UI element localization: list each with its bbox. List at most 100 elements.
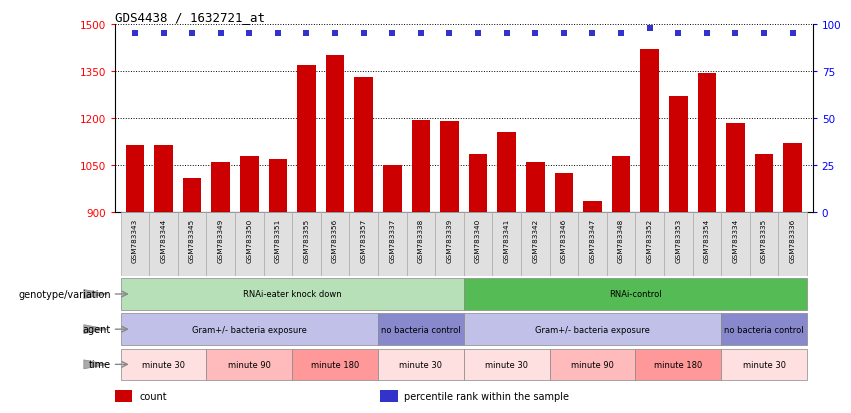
- Text: Gram+/- bacteria exposure: Gram+/- bacteria exposure: [191, 325, 306, 334]
- Text: GSM783350: GSM783350: [246, 218, 252, 262]
- Bar: [178, 213, 207, 277]
- Bar: [526, 163, 545, 213]
- Bar: [412, 120, 431, 213]
- Text: minute 30: minute 30: [399, 360, 443, 369]
- Bar: [292, 349, 378, 380]
- Bar: [464, 349, 550, 380]
- Text: minute 30: minute 30: [142, 360, 185, 369]
- Bar: [612, 157, 631, 213]
- Bar: [235, 213, 264, 277]
- Bar: [297, 66, 316, 213]
- Text: GSM783354: GSM783354: [704, 218, 710, 262]
- Text: minute 30: minute 30: [743, 360, 785, 369]
- Polygon shape: [83, 360, 107, 369]
- Bar: [755, 155, 774, 213]
- Text: GSM783336: GSM783336: [790, 218, 796, 262]
- Text: GSM783347: GSM783347: [590, 218, 596, 262]
- Bar: [578, 213, 607, 277]
- Bar: [440, 122, 459, 213]
- Text: GSM783348: GSM783348: [618, 218, 624, 262]
- Text: percentile rank within the sample: percentile rank within the sample: [404, 391, 569, 401]
- Bar: [469, 155, 488, 213]
- Bar: [464, 278, 807, 310]
- Text: GSM783349: GSM783349: [218, 218, 224, 262]
- Bar: [636, 213, 664, 277]
- Bar: [211, 163, 230, 213]
- Text: no bacteria control: no bacteria control: [381, 325, 460, 334]
- Bar: [550, 349, 636, 380]
- Text: GSM783357: GSM783357: [361, 218, 367, 262]
- Bar: [636, 349, 721, 380]
- Bar: [378, 213, 407, 277]
- Bar: [784, 144, 802, 213]
- Bar: [321, 213, 350, 277]
- Bar: [126, 145, 144, 213]
- Bar: [121, 213, 149, 277]
- Bar: [750, 213, 779, 277]
- Bar: [721, 213, 750, 277]
- Text: GDS4438 / 1632721_at: GDS4438 / 1632721_at: [115, 11, 265, 24]
- Bar: [669, 97, 688, 213]
- Text: GSM783337: GSM783337: [389, 218, 396, 262]
- Bar: [154, 145, 173, 213]
- Bar: [326, 56, 345, 213]
- Text: agent: agent: [83, 324, 111, 335]
- Bar: [641, 50, 659, 213]
- Bar: [121, 349, 207, 380]
- Text: GSM783340: GSM783340: [475, 218, 481, 262]
- Text: genotype/variation: genotype/variation: [18, 289, 111, 299]
- Bar: [383, 166, 402, 213]
- Text: minute 30: minute 30: [485, 360, 528, 369]
- Text: no bacteria control: no bacteria control: [724, 325, 804, 334]
- Text: GSM783341: GSM783341: [504, 218, 510, 262]
- Bar: [115, 390, 133, 402]
- Bar: [378, 349, 464, 380]
- Bar: [721, 349, 807, 380]
- Text: GSM783344: GSM783344: [161, 218, 167, 262]
- Bar: [698, 74, 717, 213]
- Bar: [183, 178, 202, 213]
- Bar: [269, 159, 287, 213]
- Text: GSM783335: GSM783335: [761, 218, 767, 262]
- Text: GSM783342: GSM783342: [532, 218, 539, 262]
- Bar: [779, 213, 807, 277]
- Bar: [207, 349, 292, 380]
- Bar: [240, 157, 259, 213]
- Text: RNAi-eater knock down: RNAi-eater knock down: [243, 290, 341, 299]
- Text: GSM783345: GSM783345: [189, 218, 195, 262]
- Bar: [380, 390, 397, 402]
- Polygon shape: [83, 290, 107, 299]
- Text: GSM783339: GSM783339: [447, 218, 453, 262]
- Bar: [555, 173, 574, 213]
- Bar: [350, 213, 378, 277]
- Text: GSM783352: GSM783352: [647, 218, 653, 262]
- Bar: [207, 213, 235, 277]
- Bar: [693, 213, 721, 277]
- Text: RNAi-control: RNAi-control: [609, 290, 662, 299]
- Bar: [435, 213, 464, 277]
- Bar: [354, 78, 373, 213]
- Bar: [721, 313, 807, 345]
- Bar: [264, 213, 292, 277]
- Bar: [583, 202, 602, 213]
- Bar: [521, 213, 550, 277]
- Bar: [121, 278, 464, 310]
- Bar: [292, 213, 321, 277]
- Bar: [664, 213, 693, 277]
- Text: time: time: [89, 359, 111, 370]
- Bar: [407, 213, 435, 277]
- Text: GSM783346: GSM783346: [561, 218, 567, 262]
- Polygon shape: [83, 325, 107, 334]
- Bar: [726, 123, 745, 213]
- Text: minute 90: minute 90: [228, 360, 271, 369]
- Bar: [607, 213, 636, 277]
- Bar: [464, 213, 493, 277]
- Text: GSM783343: GSM783343: [132, 218, 138, 262]
- Text: minute 180: minute 180: [654, 360, 702, 369]
- Bar: [378, 313, 464, 345]
- Bar: [149, 213, 178, 277]
- Text: Gram+/- bacteria exposure: Gram+/- bacteria exposure: [535, 325, 650, 334]
- Text: GSM783351: GSM783351: [275, 218, 281, 262]
- Text: GSM783355: GSM783355: [304, 218, 310, 262]
- Text: GSM783338: GSM783338: [418, 218, 424, 262]
